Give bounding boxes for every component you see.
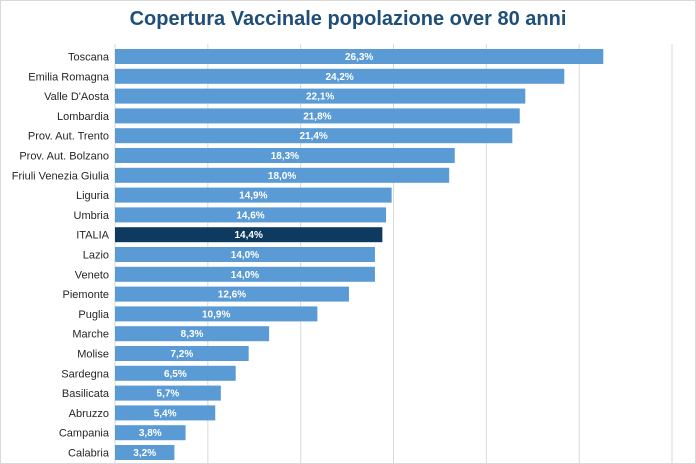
- value-label: 10,9%: [202, 309, 230, 320]
- category-label: Calabria: [68, 448, 110, 460]
- category-label: Lazio: [83, 250, 109, 262]
- value-label: 14,6%: [236, 210, 264, 221]
- category-label: Puglia: [78, 309, 109, 321]
- value-label: 14,4%: [235, 230, 263, 241]
- value-label: 21,8%: [303, 111, 331, 122]
- category-label: Umbria: [74, 210, 110, 222]
- bar: [115, 425, 186, 441]
- bar: [115, 88, 526, 104]
- value-label: 18,0%: [268, 171, 296, 182]
- bar: [115, 227, 383, 243]
- bar: [115, 405, 216, 421]
- value-label: 14,0%: [231, 270, 259, 281]
- category-label: Basilicata: [62, 388, 110, 400]
- category-label: Molise: [77, 349, 109, 361]
- value-label: 22,1%: [306, 92, 334, 103]
- bar: [115, 247, 375, 262]
- bar: [115, 148, 455, 163]
- category-label: Emilia Romagna: [28, 71, 110, 83]
- value-label: 8,3%: [181, 329, 204, 340]
- bar: [115, 306, 318, 322]
- category-label: ITALIA: [76, 230, 109, 242]
- bar: [115, 286, 349, 302]
- bar: [115, 128, 513, 144]
- value-label: 7,2%: [170, 349, 193, 360]
- value-label: 24,2%: [325, 72, 353, 83]
- category-label: Liguria: [76, 190, 110, 202]
- value-label: 3,8%: [139, 428, 162, 439]
- bar: [115, 108, 520, 124]
- category-label: Friuli Venezia Giulia: [12, 170, 110, 182]
- category-label: Toscana: [68, 52, 110, 64]
- value-label: 14,9%: [239, 191, 267, 202]
- bar: [115, 187, 392, 203]
- value-label: 26,3%: [345, 52, 373, 63]
- value-label: 6,5%: [164, 369, 187, 380]
- bar: [115, 326, 270, 342]
- category-label: Sardegna: [61, 368, 110, 380]
- bar: [115, 445, 175, 460]
- bar: [115, 385, 221, 401]
- bar: [115, 207, 387, 223]
- bar: [115, 346, 249, 361]
- value-label: 18,3%: [271, 151, 299, 162]
- category-label: Valle D'Aosta: [44, 91, 110, 103]
- category-label: Marche: [72, 329, 109, 341]
- value-label: 14,0%: [231, 250, 259, 261]
- category-label: Prov. Aut. Trento: [28, 131, 109, 143]
- bar: [115, 49, 604, 64]
- bars: 26,3% 24,2% 22,1% 21,8% 21,4%18,3% 18,0%14,9%…: [115, 49, 604, 460]
- category-labels: Toscana Emilia Romagna Valle D'Aosta Lombar…: [12, 52, 110, 460]
- value-label: 21,4%: [299, 131, 327, 142]
- chart-title: Copertura Vaccinale popolazione over 80 …: [129, 8, 567, 30]
- bar: [115, 365, 236, 381]
- value-label: 5,7%: [157, 389, 180, 400]
- category-label: Campania: [59, 428, 110, 440]
- category-label: Veneto: [75, 269, 109, 281]
- category-label: Abruzzo: [69, 408, 109, 420]
- category-label: Prov. Aut. Bolzano: [19, 151, 109, 163]
- bar: [115, 68, 565, 84]
- category-label: Piemonte: [63, 289, 109, 301]
- category-label: Lombardia: [57, 111, 110, 123]
- bar: [115, 266, 375, 282]
- value-label: 5,4%: [154, 408, 177, 419]
- value-label: 12,6%: [218, 290, 246, 301]
- bar: [115, 167, 450, 183]
- value-label: 3,2%: [133, 448, 156, 459]
